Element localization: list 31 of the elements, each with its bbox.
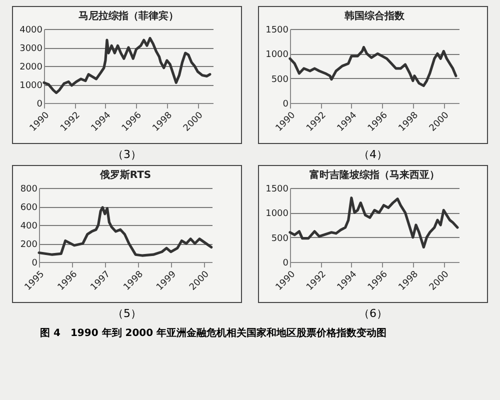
y-tick-label: 4000 <box>20 26 43 36</box>
y-tick-label: 1000 <box>266 50 289 60</box>
y-tick-label: 500 <box>271 74 289 85</box>
text: （4） <box>358 147 388 161</box>
y-tick-label: 500 <box>271 234 289 244</box>
y-tick-label: 2000 <box>20 62 43 72</box>
y-tick-label: 1500 <box>266 184 289 194</box>
chart-title: 韩国综合指数 <box>344 10 406 22</box>
y-tick-label: 1500 <box>266 26 289 36</box>
y-tick-label: 0 <box>32 258 38 268</box>
y-tick-label: 800 <box>20 184 38 194</box>
line-series <box>288 46 458 88</box>
y-tick-label: 1000 <box>20 81 43 91</box>
chart-title: 俄罗斯RTS <box>98 169 152 181</box>
y-tick-label: 0 <box>36 100 43 110</box>
y-tick-label: 600 <box>20 203 38 213</box>
text: （3） <box>112 147 142 161</box>
y-tick-label: 1000 <box>266 209 289 220</box>
y-tick-label: 0 <box>282 100 289 110</box>
chart-title: 富时吉隆坡综指（马来西亚） <box>310 169 440 181</box>
line-series <box>38 206 213 257</box>
y-tick-label: 0 <box>282 258 289 268</box>
y-tick-label: 3000 <box>20 44 43 54</box>
text: （6） <box>358 306 388 320</box>
y-tick-label: 400 <box>20 222 38 232</box>
caption: 图 4 1990 年到 2000 年亚洲金融危机相关国家和地区股票价格指数变动图 <box>40 326 388 340</box>
line-series <box>288 196 459 248</box>
y-tick-label: 200 <box>20 240 38 250</box>
chart-title: 马尼拉综指（菲律宾） <box>78 10 178 22</box>
text: （5） <box>112 306 142 320</box>
line-series <box>42 36 212 94</box>
